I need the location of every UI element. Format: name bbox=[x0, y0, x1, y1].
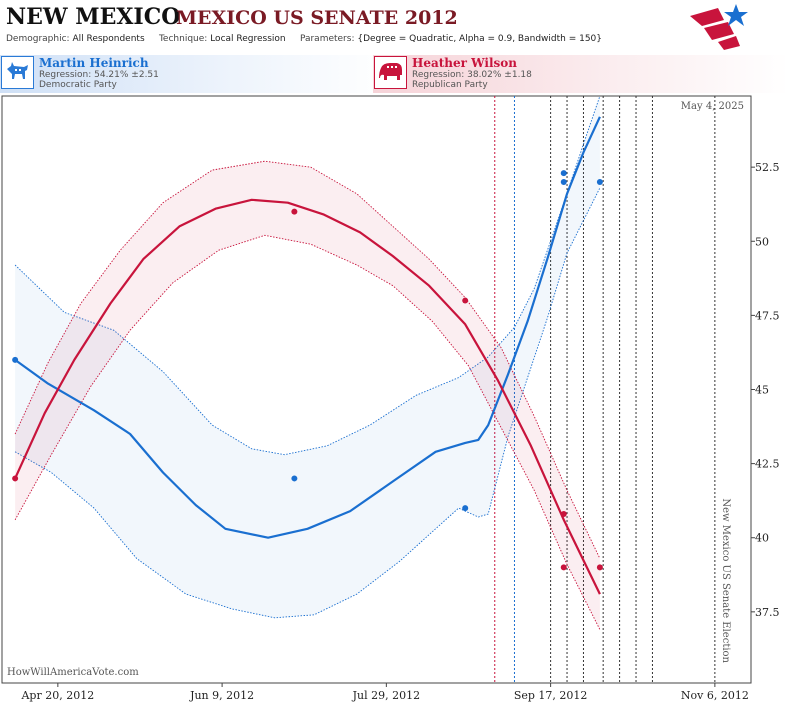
poll-point-wilson-5 bbox=[596, 564, 603, 571]
candidate-panel-republican: Heather Wilson Regression: 38.02% ±1.18 … bbox=[373, 55, 789, 93]
band-fill-wilson bbox=[15, 161, 600, 630]
poll-point-wilson-3 bbox=[560, 511, 567, 518]
election-label: New Mexico US Senate Election bbox=[720, 498, 731, 663]
regression-chart: 37.5 40 42.5 45 47.5 50 52.5 Apr 20, 2012 Jun 9,… bbox=[1, 95, 780, 702]
candidate-panel-democrat: Martin Heinrich Regression: 54.21% ±2.51… bbox=[0, 55, 390, 93]
candidate-regression-democrat: Regression: 54.21% ±2.51 bbox=[39, 70, 159, 80]
parameters-line: Demographic: All Respondents Technique: … bbox=[6, 34, 602, 44]
elephant-icon bbox=[379, 63, 402, 80]
technique-value: Local Regression bbox=[210, 34, 286, 44]
race-title: MEXICO US SENATE 2012 bbox=[176, 7, 458, 29]
band-upper-heinrich bbox=[14, 95, 601, 456]
y-tick-label-3: 45 bbox=[755, 384, 769, 397]
badge-republican bbox=[374, 56, 407, 89]
x-tick-label-3: Sep 17, 2012 bbox=[514, 689, 588, 702]
site-credit: HowWillAmericaVote.com bbox=[7, 667, 139, 678]
state-title: NEW MEXICO bbox=[6, 4, 181, 30]
poll-point-heinrich-0 bbox=[12, 356, 19, 363]
poll-point-heinrich-5 bbox=[596, 178, 603, 185]
x-tick-label-2: Jul 29, 2012 bbox=[352, 689, 421, 702]
x-tick-label-4: Nov 6, 2012 bbox=[681, 689, 749, 702]
y-tick-label-6: 52.5 bbox=[755, 161, 780, 174]
candidate-regression-republican: Regression: 38.02% ±1.18 bbox=[412, 70, 532, 80]
candidate-party-democrat: Democratic Party bbox=[39, 80, 117, 90]
candidate-name-democrat: Martin Heinrich bbox=[39, 56, 149, 70]
band-lower-heinrich bbox=[14, 187, 601, 619]
band-upper-wilson bbox=[14, 160, 601, 559]
y-tick-label-0: 37.5 bbox=[755, 606, 780, 619]
parameters-value: {Degree = Quadratic, Alpha = 0.9, Bandwi… bbox=[357, 34, 603, 44]
y-tick-label-2: 42.5 bbox=[755, 458, 780, 471]
x-tick-label-1: Jun 9, 2012 bbox=[189, 689, 254, 702]
x-tick-label-0: Apr 20, 2012 bbox=[20, 689, 94, 702]
regression-line-wilson bbox=[14, 198, 601, 595]
demographic-label: Demographic: bbox=[6, 34, 70, 44]
poll-point-wilson-0 bbox=[12, 475, 19, 482]
poll-point-heinrich-3 bbox=[560, 170, 567, 177]
site-logo-icon bbox=[690, 4, 748, 50]
demographic-value: All Respondents bbox=[72, 34, 145, 44]
poll-point-heinrich-1 bbox=[291, 475, 298, 482]
poll-point-wilson-1 bbox=[291, 208, 298, 215]
candidate-name-republican: Heather Wilson bbox=[412, 56, 518, 70]
chart-header: NEW MEXICO MEXICO US SENATE 2012 Demogra… bbox=[0, 0, 789, 50]
badge-democrat bbox=[1, 56, 34, 89]
plot-frame bbox=[1, 95, 752, 684]
poll-point-heinrich-2 bbox=[462, 505, 469, 512]
parameters-label: Parameters: bbox=[299, 34, 355, 44]
candidate-party-republican: Republican Party bbox=[412, 80, 488, 90]
donkey-icon bbox=[7, 62, 28, 79]
y-tick-label-5: 50 bbox=[755, 235, 769, 248]
technique-label: Technique: bbox=[158, 34, 208, 44]
regression-line-heinrich bbox=[14, 116, 601, 539]
poll-point-wilson-2 bbox=[462, 297, 469, 304]
y-tick-label-4: 47.5 bbox=[755, 309, 780, 322]
poll-point-heinrich-4 bbox=[560, 178, 567, 185]
poll-point-wilson-4 bbox=[560, 564, 567, 571]
y-tick-label-1: 40 bbox=[755, 532, 769, 545]
band-lower-wilson bbox=[14, 234, 601, 630]
as-of-date-label: May 4, 2025 bbox=[681, 101, 744, 112]
band-fill-heinrich bbox=[15, 96, 600, 618]
